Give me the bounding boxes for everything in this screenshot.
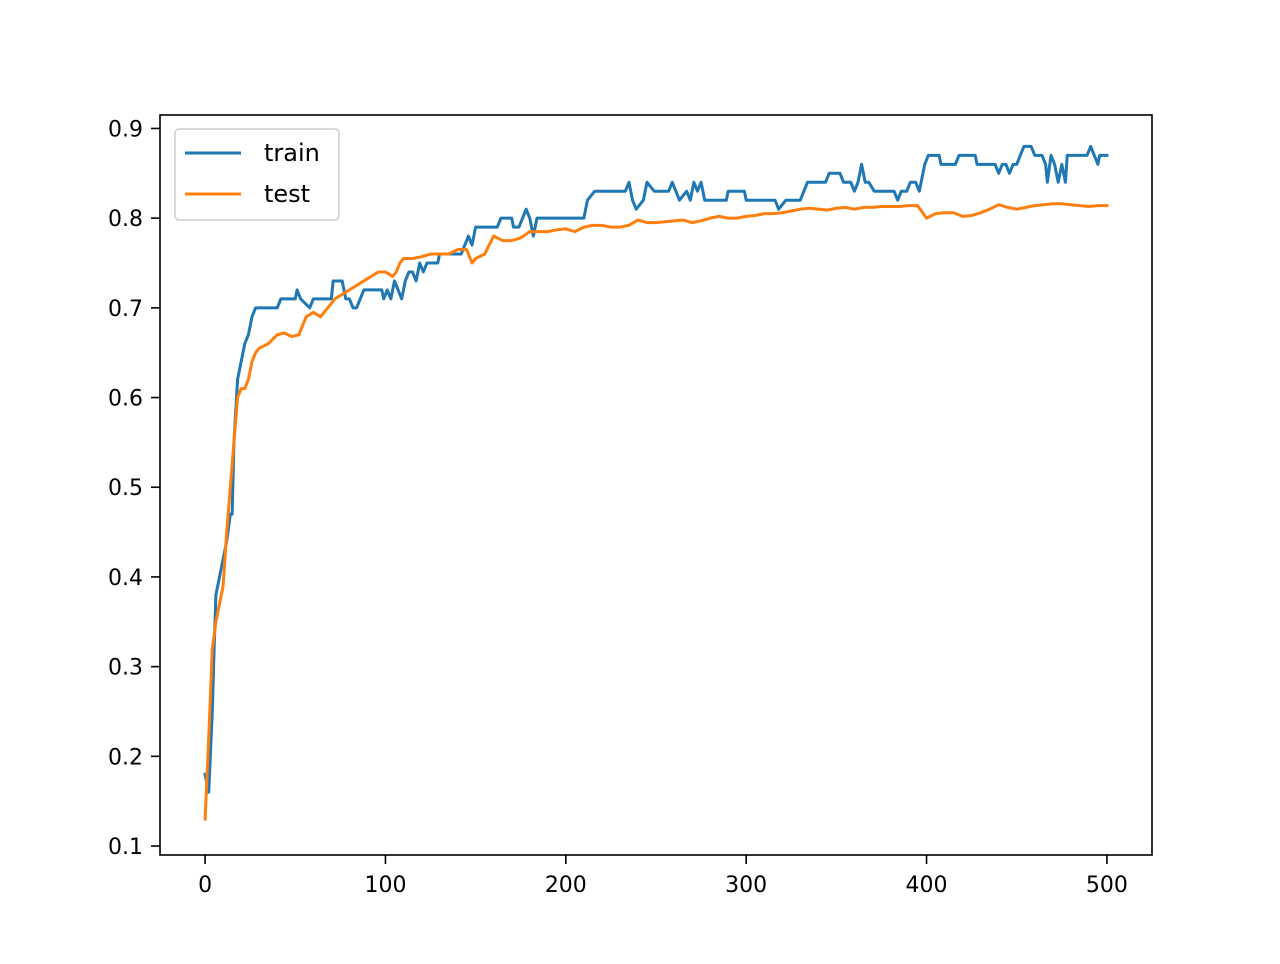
y-tick-label: 0.1 — [108, 835, 143, 860]
y-tick-label: 0.8 — [108, 207, 143, 232]
plot-frame — [159, 114, 1153, 856]
y-tick-label: 0.9 — [108, 117, 143, 142]
legend-label-train: train — [264, 139, 320, 167]
x-tick-label: 300 — [725, 873, 767, 898]
x-tick-label: 100 — [364, 873, 406, 898]
y-tick-label: 0.3 — [108, 656, 143, 681]
x-tick-label: 200 — [545, 873, 587, 898]
y-tick-label: 0.7 — [108, 297, 143, 322]
series-line-test — [203, 202, 1109, 821]
x-tick-label: 400 — [906, 873, 948, 898]
y-tick-label: 0.4 — [108, 566, 143, 591]
x-tick-label: 500 — [1086, 873, 1128, 898]
y-tick-label: 0.2 — [108, 745, 143, 770]
legend-label-test: test — [264, 180, 310, 208]
y-tick-label: 0.6 — [108, 387, 143, 412]
x-tick-label: 0 — [198, 873, 212, 898]
y-tick-label: 0.5 — [108, 476, 143, 501]
plot-area-background — [160, 115, 1152, 855]
series-line-train — [203, 144, 1109, 794]
series-layer — [203, 144, 1109, 821]
x-axis: 0 100 200 300 400 500 — [198, 855, 1128, 898]
legend: train test — [174, 128, 340, 221]
y-axis: 0.1 0.2 0.3 0.4 0.5 0.6 0.7 0.8 0.9 — [108, 117, 160, 860]
